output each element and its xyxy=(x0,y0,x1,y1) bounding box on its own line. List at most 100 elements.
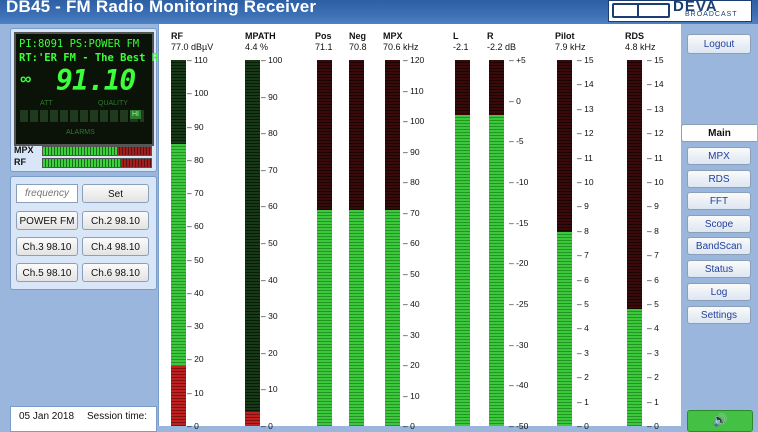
title-bar: DB45 - FM Radio Monitoring Receiver DEVA… xyxy=(0,0,758,24)
scale-tick: – 13 xyxy=(647,103,664,114)
meter-value-mpx: 70.6 kHz xyxy=(383,42,419,52)
nav-item-status[interactable]: Status xyxy=(687,260,751,278)
scale-tick: – 20 xyxy=(187,354,204,365)
scale-tick: – 14 xyxy=(647,79,664,90)
meter-label-mpx: MPX xyxy=(383,31,403,41)
scale-tick: – 0 xyxy=(403,421,415,431)
session-label: Session time: xyxy=(87,411,148,422)
nav-item-settings[interactable]: Settings xyxy=(687,306,751,324)
scale-tick: – 15 xyxy=(647,55,664,65)
scale-tick: – 80 xyxy=(403,177,420,187)
scale-tick: – 12 xyxy=(647,128,664,139)
meter-value-mpath: 4.4 % xyxy=(245,42,269,52)
meter-value-l: -2.1 xyxy=(453,42,469,52)
scale-tick: – 70 xyxy=(261,164,278,175)
scale-tick: – 10 xyxy=(261,384,278,395)
scale-tick: – 20 xyxy=(403,360,420,370)
scale-tick: – 70 xyxy=(187,188,204,199)
scale-tick: – 6 xyxy=(577,274,589,285)
lcd-alarms-label: ALARMS xyxy=(66,129,95,136)
nav-item-mpx[interactable]: MPX xyxy=(687,147,751,165)
nav-item-scope[interactable]: Scope xyxy=(687,215,751,233)
meter-value-pos: 71.1 xyxy=(315,42,333,52)
scale-tick: – 12 xyxy=(577,128,594,139)
logout-button[interactable]: Logout xyxy=(687,34,751,54)
scale-tick: – 10 xyxy=(647,177,664,187)
meter-bar-mpx xyxy=(385,60,400,426)
scale-tick: – 1 xyxy=(647,396,659,407)
preset-button-1[interactable]: POWER FM xyxy=(16,211,78,230)
meter-label-pilot: Pilot xyxy=(555,31,575,41)
meter-fill xyxy=(245,412,260,426)
scale-tick: – 0 xyxy=(261,421,273,431)
scale-tick: – 8 xyxy=(647,225,659,236)
lcd-ps-line: PI:8091 PS:POWER FM xyxy=(19,38,140,50)
preset-button-3[interactable]: Ch.3 98.10 xyxy=(16,237,78,256)
set-button[interactable]: Set xyxy=(82,184,149,203)
meters-area: RF 77.0 dBµV – 110 – 100 – 90 – 80 – 70 – 60 – 5… xyxy=(158,24,682,431)
status-footer: 05 Jan 2018 Session time: xyxy=(10,406,157,432)
scale-tick: – 13 xyxy=(577,103,594,114)
scale-tick: – 40 xyxy=(403,299,420,309)
scale-tick: – 7 xyxy=(577,250,589,261)
lcd-display: PI:8091 PS:POWER FM RT:'ER FM - The Best… xyxy=(14,32,164,146)
frequency-input[interactable] xyxy=(16,184,78,203)
scale-tick: – 8 xyxy=(577,225,589,236)
scale-tick: – -15 xyxy=(509,217,529,228)
preset-button-5[interactable]: Ch.5 98.10 xyxy=(16,263,78,282)
scale-tick: – 10 xyxy=(187,387,204,398)
scale-tick: – 80 xyxy=(187,154,204,165)
scale-tick: – 90 xyxy=(261,91,278,102)
scale-tick: – 40 xyxy=(261,274,278,285)
scale-tick: – 1 xyxy=(577,396,589,407)
rf-mini-label: RF xyxy=(14,157,26,167)
scale-tick: – 30 xyxy=(187,321,204,332)
scale-tick: – 60 xyxy=(187,221,204,232)
meter-label-neg: Neg xyxy=(349,31,367,41)
meter-label-rf: RF xyxy=(171,31,183,41)
meter-bar-pos xyxy=(317,60,332,426)
meter-label-l: L xyxy=(453,31,459,41)
lcd-att-label: ATT xyxy=(40,100,53,107)
scale-tick: – 100 xyxy=(187,88,209,99)
meter-fill xyxy=(489,114,504,426)
scale-tick: – 20 xyxy=(261,347,278,358)
meter-fill xyxy=(349,210,364,426)
meter-bar-r xyxy=(489,60,504,426)
meter-bar-pilot xyxy=(557,60,572,426)
preset-button-6[interactable]: Ch.6 98.10 xyxy=(82,263,149,282)
lcd-quality-bars xyxy=(20,110,144,122)
scale-tick: – 110 xyxy=(403,85,424,96)
meter-value-neg: 70.8 xyxy=(349,42,367,52)
meter-bar-mpath xyxy=(245,60,260,426)
lcd-hi-badge: HI xyxy=(130,110,141,119)
nav-item-main[interactable]: Main xyxy=(681,124,757,142)
meter-fill xyxy=(455,114,470,426)
nav-item-log[interactable]: Log xyxy=(687,283,751,301)
scale-tick: – 30 xyxy=(261,311,278,322)
nav-item-bandscan[interactable]: BandScan xyxy=(687,237,751,255)
scale-tick: – 0 xyxy=(577,421,589,431)
speaker-icon[interactable]: 🔊 xyxy=(687,410,753,432)
date-text: 05 Jan 2018 xyxy=(19,411,75,422)
stereo-icon: ∞ xyxy=(20,71,32,88)
logo-subtext: BROADCAST xyxy=(685,11,738,18)
nav-item-rds[interactable]: RDS xyxy=(687,170,751,188)
scale-tick: – 11 xyxy=(577,152,593,163)
nav-item-fft[interactable]: FFT xyxy=(687,192,751,210)
logo-text: DEVA xyxy=(673,0,718,15)
scale-tick: – -10 xyxy=(509,177,529,187)
scale-tick: – -5 xyxy=(509,136,524,147)
scale-tick: – -25 xyxy=(509,299,529,309)
scale-tick: – 0 xyxy=(187,421,199,431)
scale-tick: – 2 xyxy=(577,372,589,383)
preset-button-4[interactable]: Ch.4 98.10 xyxy=(82,237,149,256)
preset-button-2[interactable]: Ch.2 98.10 xyxy=(82,211,149,230)
lcd-frequency: 91.10 xyxy=(56,64,136,97)
rf-mini-meter xyxy=(42,158,152,168)
scale-tick: – 40 xyxy=(187,287,204,298)
scale-tick: – 0 xyxy=(509,95,521,106)
scale-tick: – +5 xyxy=(509,55,526,65)
meter-fill xyxy=(557,232,572,426)
scale-tick: – 0 xyxy=(647,421,659,431)
